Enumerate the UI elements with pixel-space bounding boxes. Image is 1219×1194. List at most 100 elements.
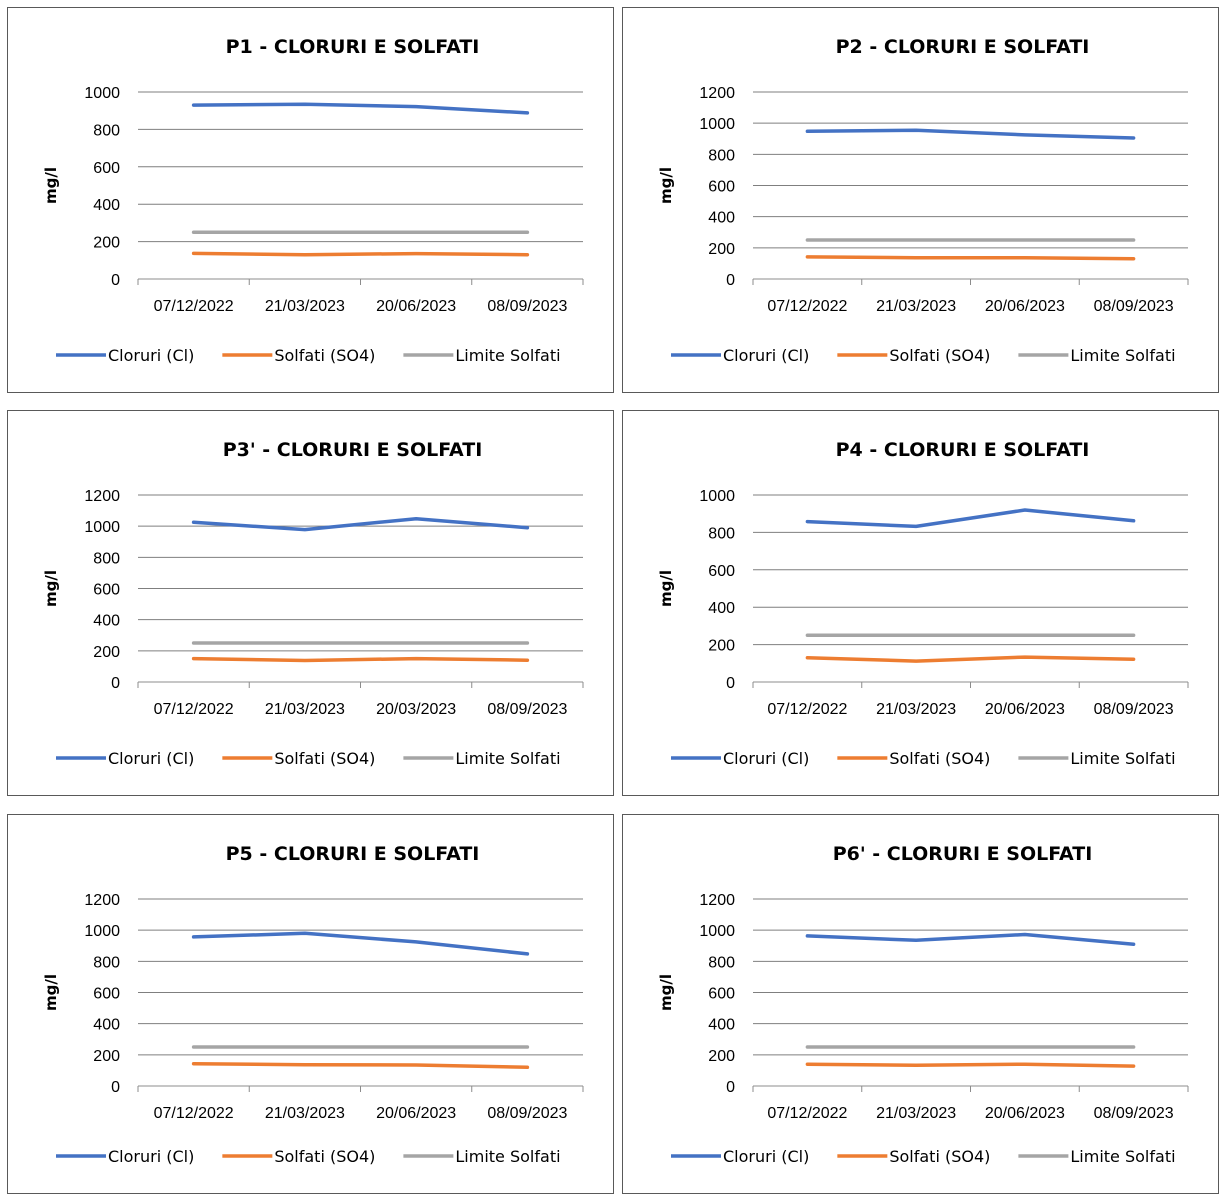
chart-svg: P3' - CLORURI E SOLFATI 0 200 400 600 800 1000… [42,439,584,768]
legend-label-solfati: Solfati (SO4) [274,346,375,365]
chart-svg: P1 - CLORURI E SOLFATI 0 200 400 600 800 1000 0… [42,36,584,365]
y-tick-label: 1000 [699,116,735,133]
legend-label-cloruri: Cloruri (Cl) [108,749,194,768]
y-tick-label: 200 [708,1048,735,1065]
y-tick-label: 800 [708,525,735,542]
legend-label-cloruri: Cloruri (Cl) [723,749,809,768]
y-tick-label: 200 [93,1048,120,1065]
x-tick-label: 21/03/2023 [265,298,345,315]
chart-svg: P5 - CLORURI E SOLFATI 0 200 400 600 800 1000 1… [42,843,584,1166]
legend-label-limite-solfati: Limite Solfati [1070,749,1175,768]
legend-label-limite-solfati: Limite Solfati [455,749,560,768]
y-tick-label: 600 [708,563,735,580]
y-tick-label: 0 [726,1079,735,1096]
chart-panel-p2: P2 - CLORURI E SOLFATI 0 200 400 600 800 1000 1… [622,7,1219,393]
series-line-cloruri [191,516,530,532]
x-tick-label: 20/03/2023 [376,701,456,718]
x-tick-label: 20/06/2023 [985,701,1065,718]
y-tick-label: 1000 [699,923,735,940]
x-tick-label: 07/12/2022 [767,1105,847,1122]
x-tick-label: 07/12/2022 [154,1105,234,1122]
y-tick-label: 400 [93,197,120,214]
y-tick-label: 1000 [84,85,120,102]
legend-label-cloruri: Cloruri (Cl) [108,346,194,365]
series-line-cloruri [805,508,1136,529]
legend-label-solfati: Solfati (SO4) [274,749,375,768]
legend-label-cloruri: Cloruri (Cl) [723,346,809,365]
legend-label-cloruri: Cloruri (Cl) [108,1147,194,1166]
y-tick-label: 0 [726,272,735,289]
y-tick-label: 1200 [699,85,735,102]
legend-label-cloruri: Cloruri (Cl) [723,1147,809,1166]
y-tick-label: 1200 [699,892,735,909]
legend-label-limite-solfati: Limite Solfati [1070,346,1175,365]
series-line-cloruri [805,932,1136,946]
y-tick-label: 400 [708,1017,735,1034]
legend-label-solfati: Solfati (SO4) [889,749,990,768]
x-tick-label: 07/12/2022 [154,701,234,718]
series-line-solfati [191,656,530,663]
x-tick-label: 08/09/2023 [1094,1105,1174,1122]
y-tick-label: 200 [708,241,735,258]
series-line-cloruri [191,102,530,115]
y-tick-label: 400 [708,210,735,227]
chart-panel-p5: P5 - CLORURI E SOLFATI 0 200 400 600 800 1000 1… [7,814,614,1194]
series-line-solfati [805,655,1136,663]
chart-panel-p1: P1 - CLORURI E SOLFATI 0 200 400 600 800 1000 0… [7,7,614,393]
y-tick-label: 800 [708,147,735,164]
y-tick-label: 400 [708,600,735,617]
chart-panel-p6: P6' - CLORURI E SOLFATI 0 200 400 600 800 1000… [622,814,1219,1194]
y-tick-label: 200 [93,235,120,252]
legend-label-limite-solfati: Limite Solfati [1070,1147,1175,1166]
y-tick-label: 1000 [699,488,735,505]
series-line-solfati [805,1062,1136,1068]
y-axis-label: mg/l [657,570,675,607]
series-line-cloruri [191,931,530,956]
chart-svg: P4 - CLORURI E SOLFATI 0 200 400 600 800 1000 0… [657,439,1189,768]
y-tick-label: 1200 [84,488,120,505]
legend-label-solfati: Solfati (SO4) [889,1147,990,1166]
x-tick-label: 21/03/2023 [265,1105,345,1122]
x-tick-label: 08/09/2023 [1094,298,1174,315]
y-tick-label: 800 [93,954,120,971]
y-tick-label: 0 [111,675,120,692]
chart-title: P3' - CLORURI E SOLFATI [223,439,483,461]
y-axis-label: mg/l [657,167,675,204]
chart-title: P1 - CLORURI E SOLFATI [226,36,480,58]
series-line-cloruri [805,128,1136,140]
y-tick-label: 200 [708,638,735,655]
y-tick-label: 600 [93,160,120,177]
y-axis-label: mg/l [42,570,60,607]
y-tick-label: 800 [708,954,735,971]
x-tick-label: 07/12/2022 [767,298,847,315]
chart-panel-p3: P3' - CLORURI E SOLFATI 0 200 400 600 800 1000… [7,410,614,796]
y-tick-label: 200 [93,644,120,661]
y-axis-label: mg/l [42,167,60,204]
chart-svg: P2 - CLORURI E SOLFATI 0 200 400 600 800 1000 1… [657,36,1189,365]
x-tick-label: 07/12/2022 [154,298,234,315]
chart-title: P2 - CLORURI E SOLFATI [836,36,1090,58]
y-tick-label: 400 [93,1017,120,1034]
chart-title: P4 - CLORURI E SOLFATI [836,439,1090,461]
x-tick-label: 21/03/2023 [265,701,345,718]
x-tick-label: 08/09/2023 [487,1105,567,1122]
y-tick-label: 600 [708,986,735,1003]
series-line-solfati [191,251,530,257]
x-tick-label: 21/03/2023 [876,1105,956,1122]
y-tick-label: 800 [93,122,120,139]
x-tick-label: 08/09/2023 [487,298,567,315]
chart-title: P5 - CLORURI E SOLFATI [226,843,480,865]
y-tick-label: 800 [93,550,120,567]
chart-panel-p4: P4 - CLORURI E SOLFATI 0 200 400 600 800 1000 0… [622,410,1219,796]
legend-label-limite-solfati: Limite Solfati [455,1147,560,1166]
y-tick-label: 1000 [84,923,120,940]
x-tick-label: 20/06/2023 [376,1105,456,1122]
y-tick-label: 0 [111,1079,120,1096]
series-line-solfati [191,1061,530,1070]
x-tick-label: 08/09/2023 [1094,701,1174,718]
series-line-solfati [805,255,1136,261]
y-tick-label: 0 [726,675,735,692]
chart-svg: P6' - CLORURI E SOLFATI 0 200 400 600 800 1000… [657,843,1189,1166]
y-tick-label: 1000 [84,519,120,536]
x-tick-label: 21/03/2023 [876,298,956,315]
